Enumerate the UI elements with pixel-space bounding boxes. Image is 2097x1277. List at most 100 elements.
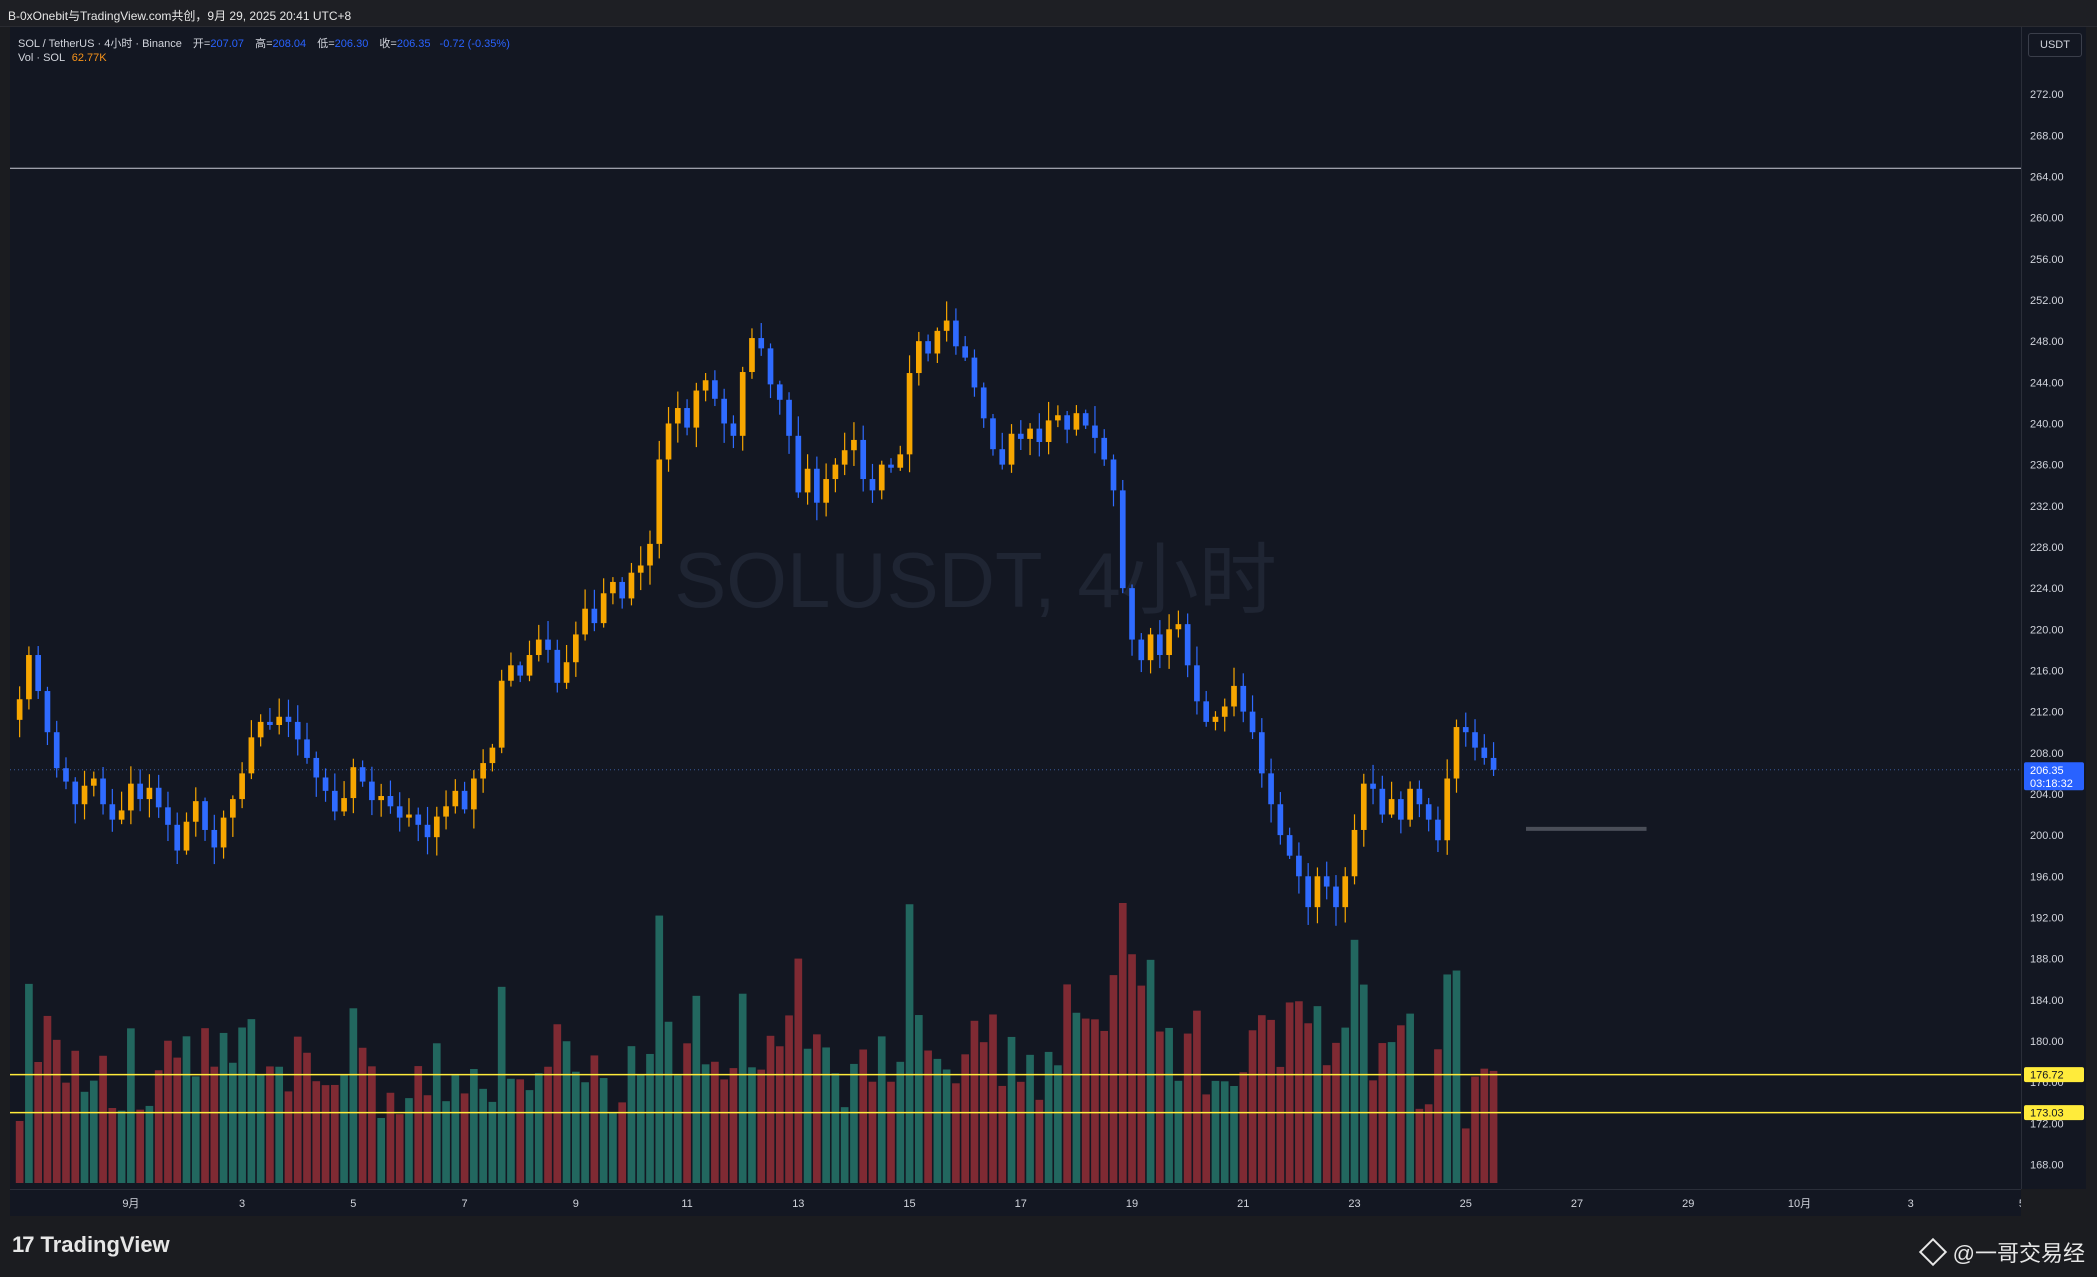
candle-body (1370, 783, 1376, 789)
candle-body (1453, 727, 1460, 779)
candle-body (378, 796, 384, 801)
tradingview-logo[interactable]: 17 TradingView (12, 1232, 170, 1258)
volume-bar (52, 1039, 61, 1183)
candle-body (109, 804, 116, 820)
volume-bar (1359, 984, 1368, 1183)
candle-body (1351, 829, 1358, 877)
candle-body (1008, 433, 1015, 465)
time-axis[interactable]: 9月35791113151719212325272910月3579 (10, 1189, 2021, 1217)
candle-body (869, 479, 876, 491)
candle-body (304, 739, 310, 758)
candle-body (1305, 876, 1311, 908)
candle-body (1017, 433, 1024, 439)
price-tick-label: 204.00 (2030, 789, 2064, 801)
candle-body (1092, 425, 1098, 438)
candle-body (498, 680, 505, 748)
volume-bar (840, 1107, 849, 1183)
candle-body (758, 338, 765, 349)
price-tick-label: 240.00 (2030, 418, 2064, 430)
last-price-tag-countdown: 03:18:32 (2030, 778, 2073, 790)
candle-body (1240, 685, 1247, 712)
candle-body (369, 781, 375, 801)
volume-bar (330, 1084, 339, 1183)
candle-body (1323, 876, 1330, 887)
candle-body (841, 450, 848, 465)
volume-bar (284, 1091, 293, 1183)
volume-bar (1369, 1080, 1377, 1183)
volume-bar (256, 1074, 265, 1183)
volume-bar (627, 1046, 636, 1183)
volume-bar (377, 1117, 385, 1183)
candle-body (684, 408, 690, 428)
candle-body (600, 593, 607, 624)
candle-body (1203, 701, 1210, 722)
candle-body (1110, 459, 1117, 491)
volume-bar (358, 1047, 367, 1183)
candle-body (1073, 413, 1080, 430)
chart-pane[interactable]: SOLUSDT, 4小时 SOL / TetherUS · 4小时 · Bina… (10, 27, 2021, 1189)
volume-bar (1100, 1030, 1109, 1183)
price-tick-label: 188.00 (2030, 954, 2064, 966)
candle-body (721, 398, 727, 424)
candle-body (248, 737, 255, 774)
time-tick-label: 15 (903, 1198, 915, 1210)
price-tick-label: 212.00 (2030, 707, 2064, 719)
volume-bar (303, 1052, 311, 1183)
candle-body (526, 655, 533, 676)
price-tick-label: 184.00 (2030, 995, 2064, 1007)
candle-body (1055, 415, 1061, 421)
candle-body (1045, 420, 1052, 442)
currency-unit-button[interactable]: USDT (2028, 33, 2082, 57)
volume-bar (275, 1066, 284, 1183)
volume-legend[interactable]: Vol · SOL 62.77K (18, 52, 107, 64)
candle-body (471, 778, 477, 810)
volume-bar (219, 1032, 228, 1183)
volume-bar (868, 1081, 877, 1183)
legend-change: -0.72 (-0.35%) (439, 38, 510, 50)
legend-low-label: 低= (317, 38, 335, 50)
candle-body (934, 330, 941, 354)
price-tick-label: 236.00 (2030, 460, 2064, 472)
volume-bar (785, 1015, 793, 1183)
volume-bar (479, 1088, 487, 1183)
price-tick-label: 232.00 (2030, 501, 2064, 513)
candle-body (1388, 799, 1395, 815)
volume-bar (794, 958, 803, 1183)
candle-body (795, 435, 802, 493)
volume-bar (1471, 1076, 1479, 1183)
candle-body (155, 787, 162, 808)
volume-bar (201, 1028, 209, 1183)
volume-bar (1350, 939, 1359, 1183)
time-tick-label: 3 (1908, 1198, 1914, 1210)
candle-body (1342, 876, 1349, 908)
candle-body (331, 790, 338, 812)
price-axis[interactable]: USDT 168.00 172.00 176.00 180.00 184.00 188.0… (2021, 27, 2086, 1189)
candlestick-chart[interactable]: SOLUSDT, 4小时 (10, 27, 2021, 1189)
candle-body (443, 806, 449, 817)
candle-body (925, 341, 931, 354)
volume-bar (164, 1040, 172, 1183)
volume-bar (423, 1095, 432, 1183)
candle-body (100, 778, 106, 805)
candle-body (1231, 685, 1237, 707)
legend-symbol[interactable]: SOL / TetherUS · 4小时 · Binance (18, 38, 182, 50)
candle-body (1379, 788, 1386, 815)
time-tick-label: 5 (350, 1198, 356, 1210)
candle-body (1249, 711, 1256, 733)
candle-body (804, 468, 811, 493)
candle-body (1175, 624, 1182, 630)
author-credit: @一哥交易经 (1918, 1236, 2085, 1268)
candle-body (313, 757, 320, 778)
volume-bar (349, 1008, 358, 1183)
candle-body (1036, 428, 1043, 442)
candle-body (230, 799, 236, 818)
legend-open-value: 207.07 (210, 38, 245, 50)
legend-high-label: 高= (255, 38, 273, 50)
volume-bar (877, 1036, 886, 1183)
time-tick-label: 23 (1348, 1198, 1360, 1210)
volume-bar (692, 995, 701, 1183)
price-tick-label: 208.00 (2030, 748, 2064, 760)
level-2-price-tag: 173.03 (2030, 1108, 2064, 1120)
time-axis-labels: 9月35791113151719212325272910月3579 (122, 1198, 2021, 1210)
candle-body (461, 790, 468, 810)
